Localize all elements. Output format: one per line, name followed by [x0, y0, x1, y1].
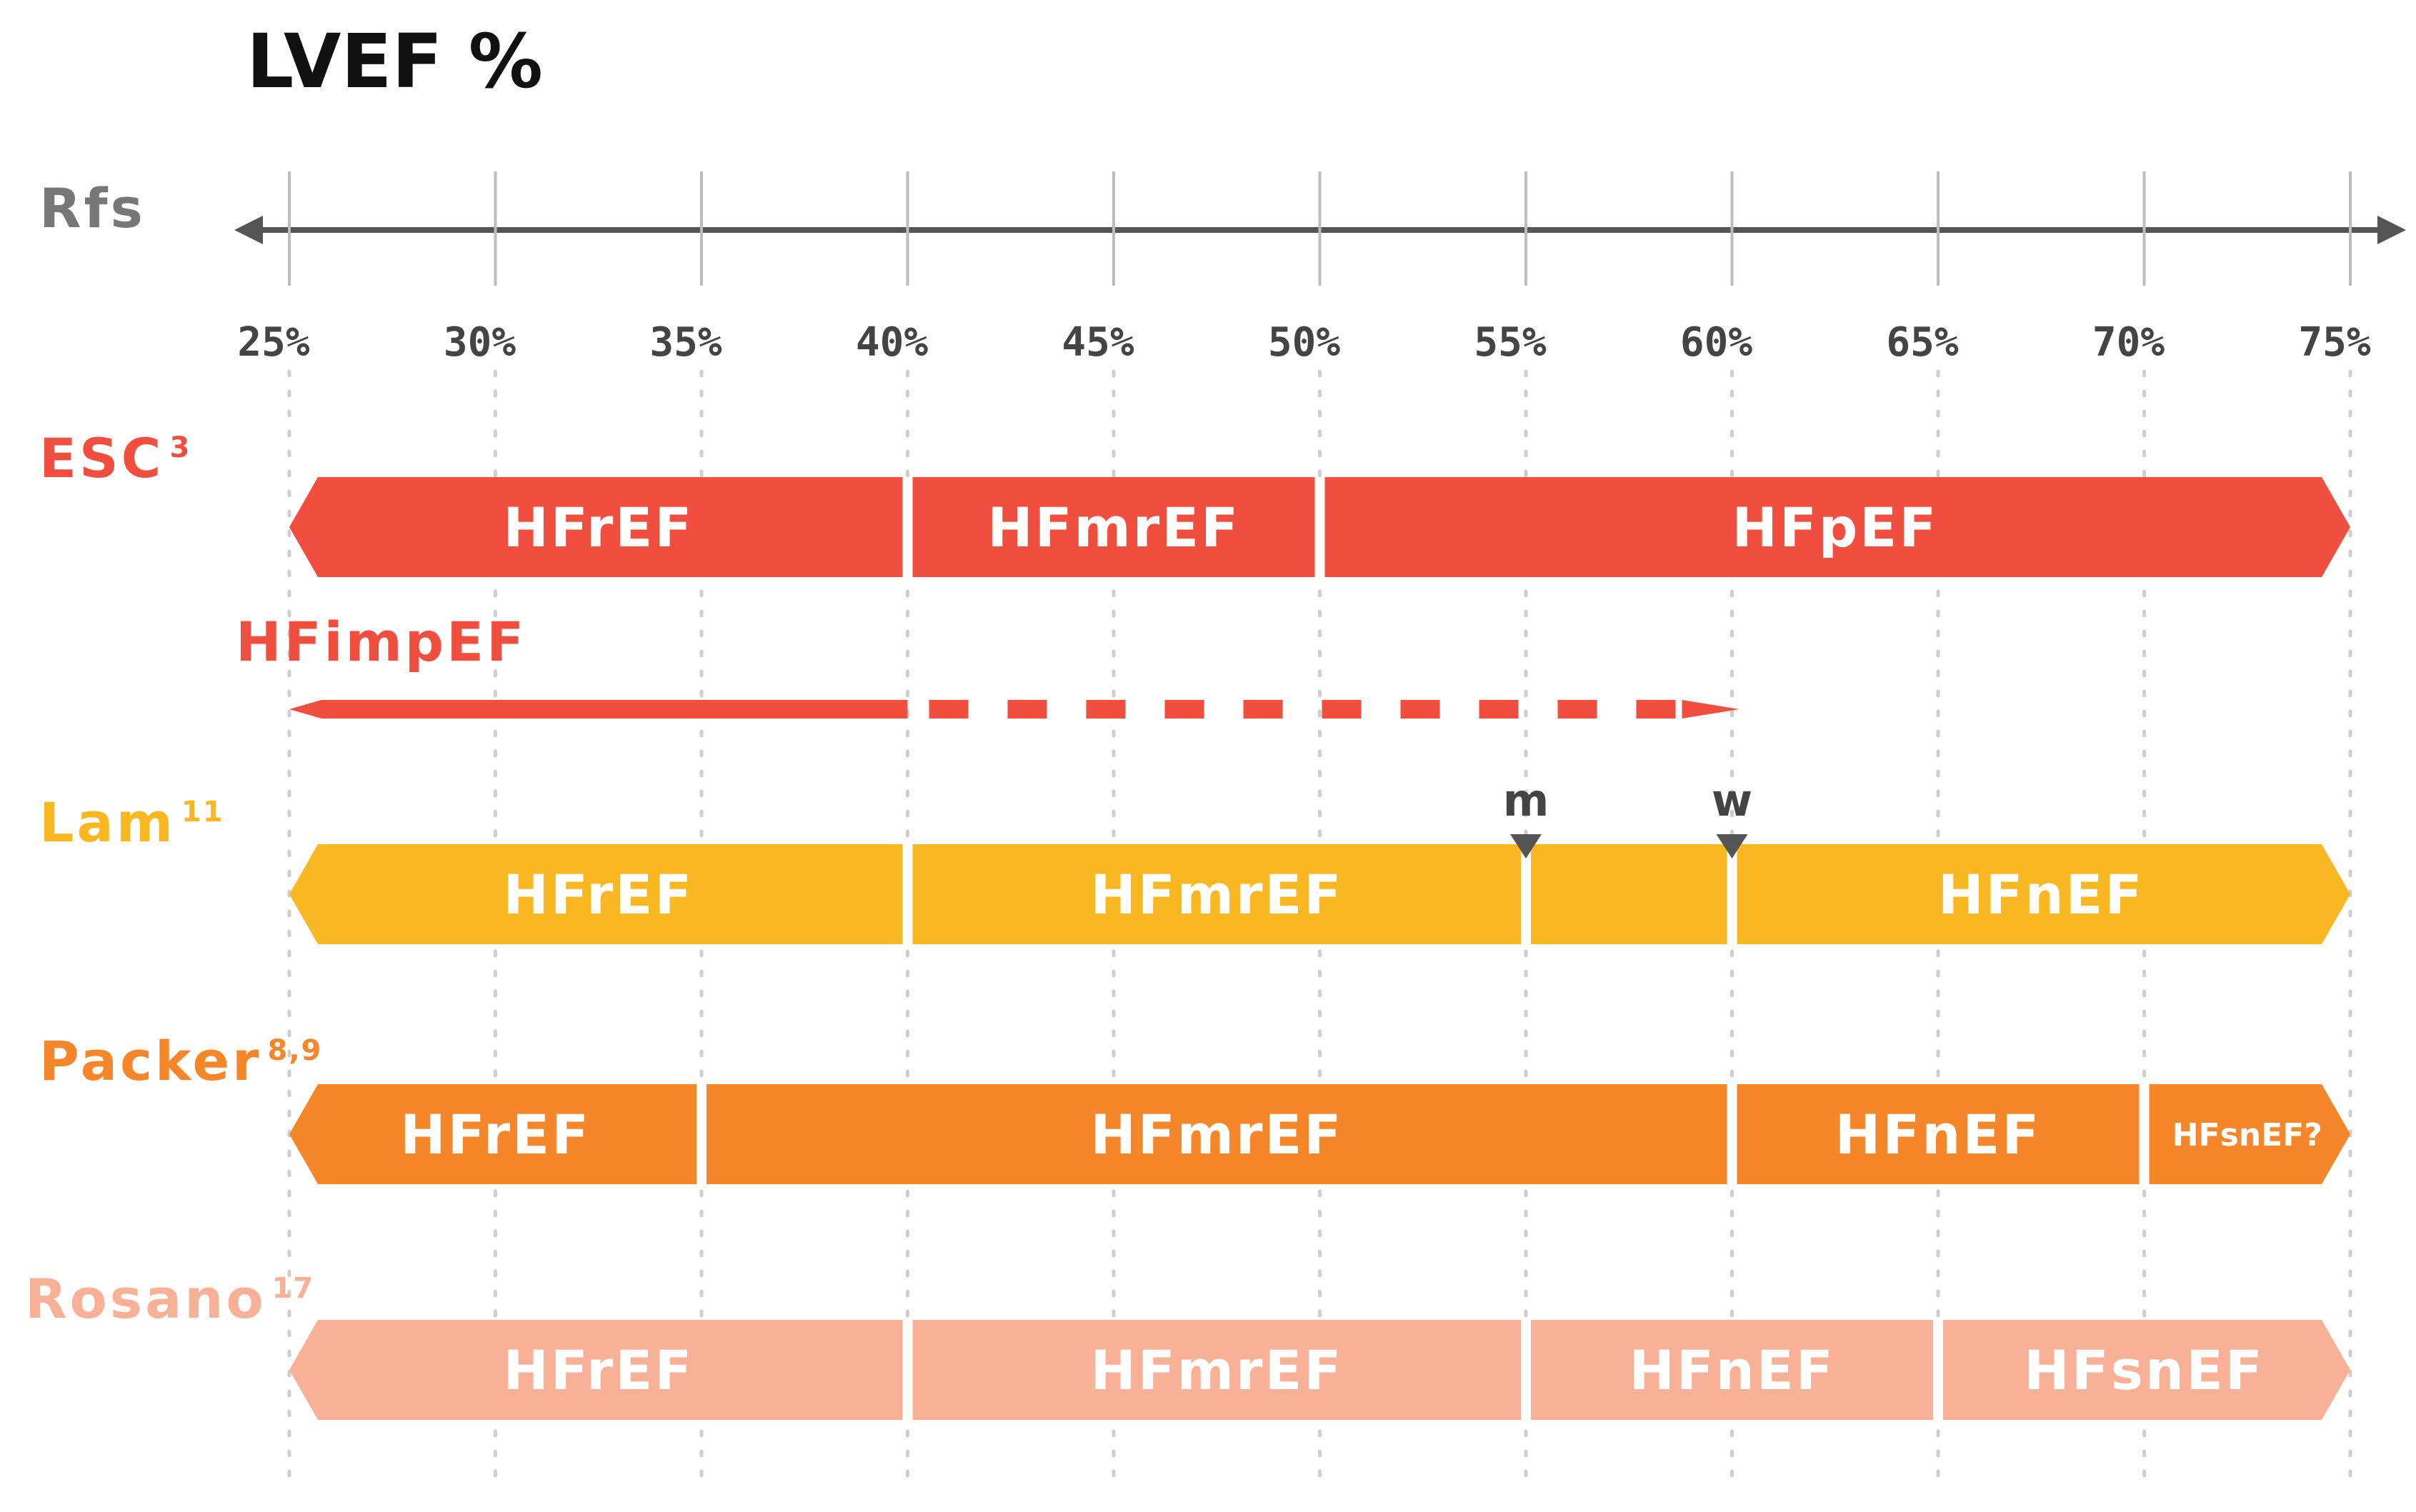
tick-label: 60%	[1680, 319, 1752, 366]
axis-arrow-right-icon	[2377, 216, 2406, 244]
tick-label: 55%	[1474, 319, 1546, 366]
dashed-range-segment	[1007, 700, 1047, 719]
marker-triangle-icon	[1716, 834, 1748, 858]
marker-label: m	[1503, 774, 1549, 826]
tick-label: 30%	[444, 319, 516, 366]
dashed-range-segment	[1086, 700, 1126, 719]
segment-divider	[1521, 1320, 1531, 1420]
segment-label: HFmrEF	[1090, 863, 1343, 926]
segment-divider	[902, 1320, 913, 1420]
row-lam: Lam 11 HFrEF HFmrEF HFnEF m w	[39, 774, 2350, 944]
dashed-range-segment	[1479, 700, 1519, 719]
classification-bar	[289, 844, 2350, 944]
axis-arrow-left-icon	[234, 216, 263, 244]
tick-label: 75%	[2298, 319, 2370, 366]
segment-divider	[2139, 1084, 2150, 1184]
segment-label: HFsnEF	[2024, 1338, 2265, 1402]
segment-label: HFrEF	[503, 1338, 694, 1402]
row-reference: 11	[181, 796, 224, 828]
segment-divider	[902, 844, 913, 944]
dashed-range-segment	[1164, 700, 1204, 719]
segment-label: HFrEF	[503, 496, 694, 559]
row-label: ESC 3	[39, 426, 191, 490]
dashed-range-segment	[1557, 700, 1597, 719]
row-packer: Packer 8,9 HFrEF HFmrEF HFnEF HFsnEF?	[39, 1029, 2350, 1184]
segment-divider	[1727, 844, 1737, 944]
segment-label: HFnEF	[1938, 863, 2144, 926]
row-rosano: Rosano 17 HFrEF HFmrEF HFnEF HFsnEF	[25, 1267, 2350, 1420]
row-reference: 17	[272, 1272, 315, 1305]
tick-label: 40%	[856, 319, 928, 366]
row-label: Packer 8,9	[39, 1029, 322, 1093]
lvef-axis: Rfs 25% 30% 35% 40% 45% 50% 55% 60% 65% 70% 75%	[39, 171, 2406, 366]
segment-label: HFmrEF	[1090, 1338, 1343, 1402]
dashed-arrow-tip-icon	[1682, 700, 1739, 719]
dashed-range-segment	[929, 700, 969, 719]
segment-label: HFsnEF?	[2172, 1117, 2322, 1153]
marker-label: w	[1712, 774, 1752, 826]
dashed-range-segment	[1636, 700, 1676, 719]
tick-label: 70%	[2092, 319, 2165, 366]
segment-divider	[1314, 477, 1325, 577]
segment-label: HFpEF	[1732, 496, 1938, 559]
dashed-range-segment	[1400, 700, 1440, 719]
segment-label: HFnEF	[1629, 1338, 1835, 1402]
row-label: Rosano 17	[25, 1267, 314, 1331]
row-reference: 8,9	[268, 1034, 323, 1067]
row-reference: 3	[169, 431, 191, 464]
row-label: HFimpEF	[236, 610, 526, 674]
segment-label: HFrEF	[503, 863, 694, 926]
segment-divider	[902, 477, 913, 577]
row-hfimpef: HFimpEF	[236, 610, 1739, 719]
diagram-title: LVEF %	[246, 18, 543, 105]
segment-divider	[1727, 1084, 1737, 1184]
segment-label: HFmrEF	[1090, 1103, 1343, 1166]
segment-label: HFrEF	[400, 1103, 591, 1166]
segment-label: HFnEF	[1835, 1103, 2041, 1166]
classification-bar	[289, 1320, 2350, 1420]
classification-rows: ESC 3 HFrEF HFmrEF HFpEF HFimpEF Lam 11 HFrEF HFm…	[25, 426, 2350, 1420]
tick-label: 50%	[1268, 319, 1340, 366]
row-esc: ESC 3 HFrEF HFmrEF HFpEF	[39, 426, 2350, 577]
tick-label: 35%	[649, 319, 722, 366]
tick-label: 45%	[1062, 319, 1134, 366]
solid-range-line	[289, 700, 908, 719]
tick-label: 65%	[1886, 319, 1958, 366]
segment-divider	[1933, 1320, 1943, 1420]
dashed-range-segment	[1322, 700, 1362, 719]
marker-triangle-icon	[1510, 834, 1542, 858]
axis-label: Rfs	[39, 176, 146, 240]
dashed-range-segment	[1243, 700, 1283, 719]
classification-bar	[289, 1084, 2350, 1184]
row-label: Lam 11	[39, 791, 224, 854]
tick-label: 25%	[237, 319, 309, 366]
segment-label: HFmrEF	[987, 496, 1240, 559]
segment-divider	[697, 1084, 707, 1184]
segment-divider	[1521, 844, 1531, 944]
